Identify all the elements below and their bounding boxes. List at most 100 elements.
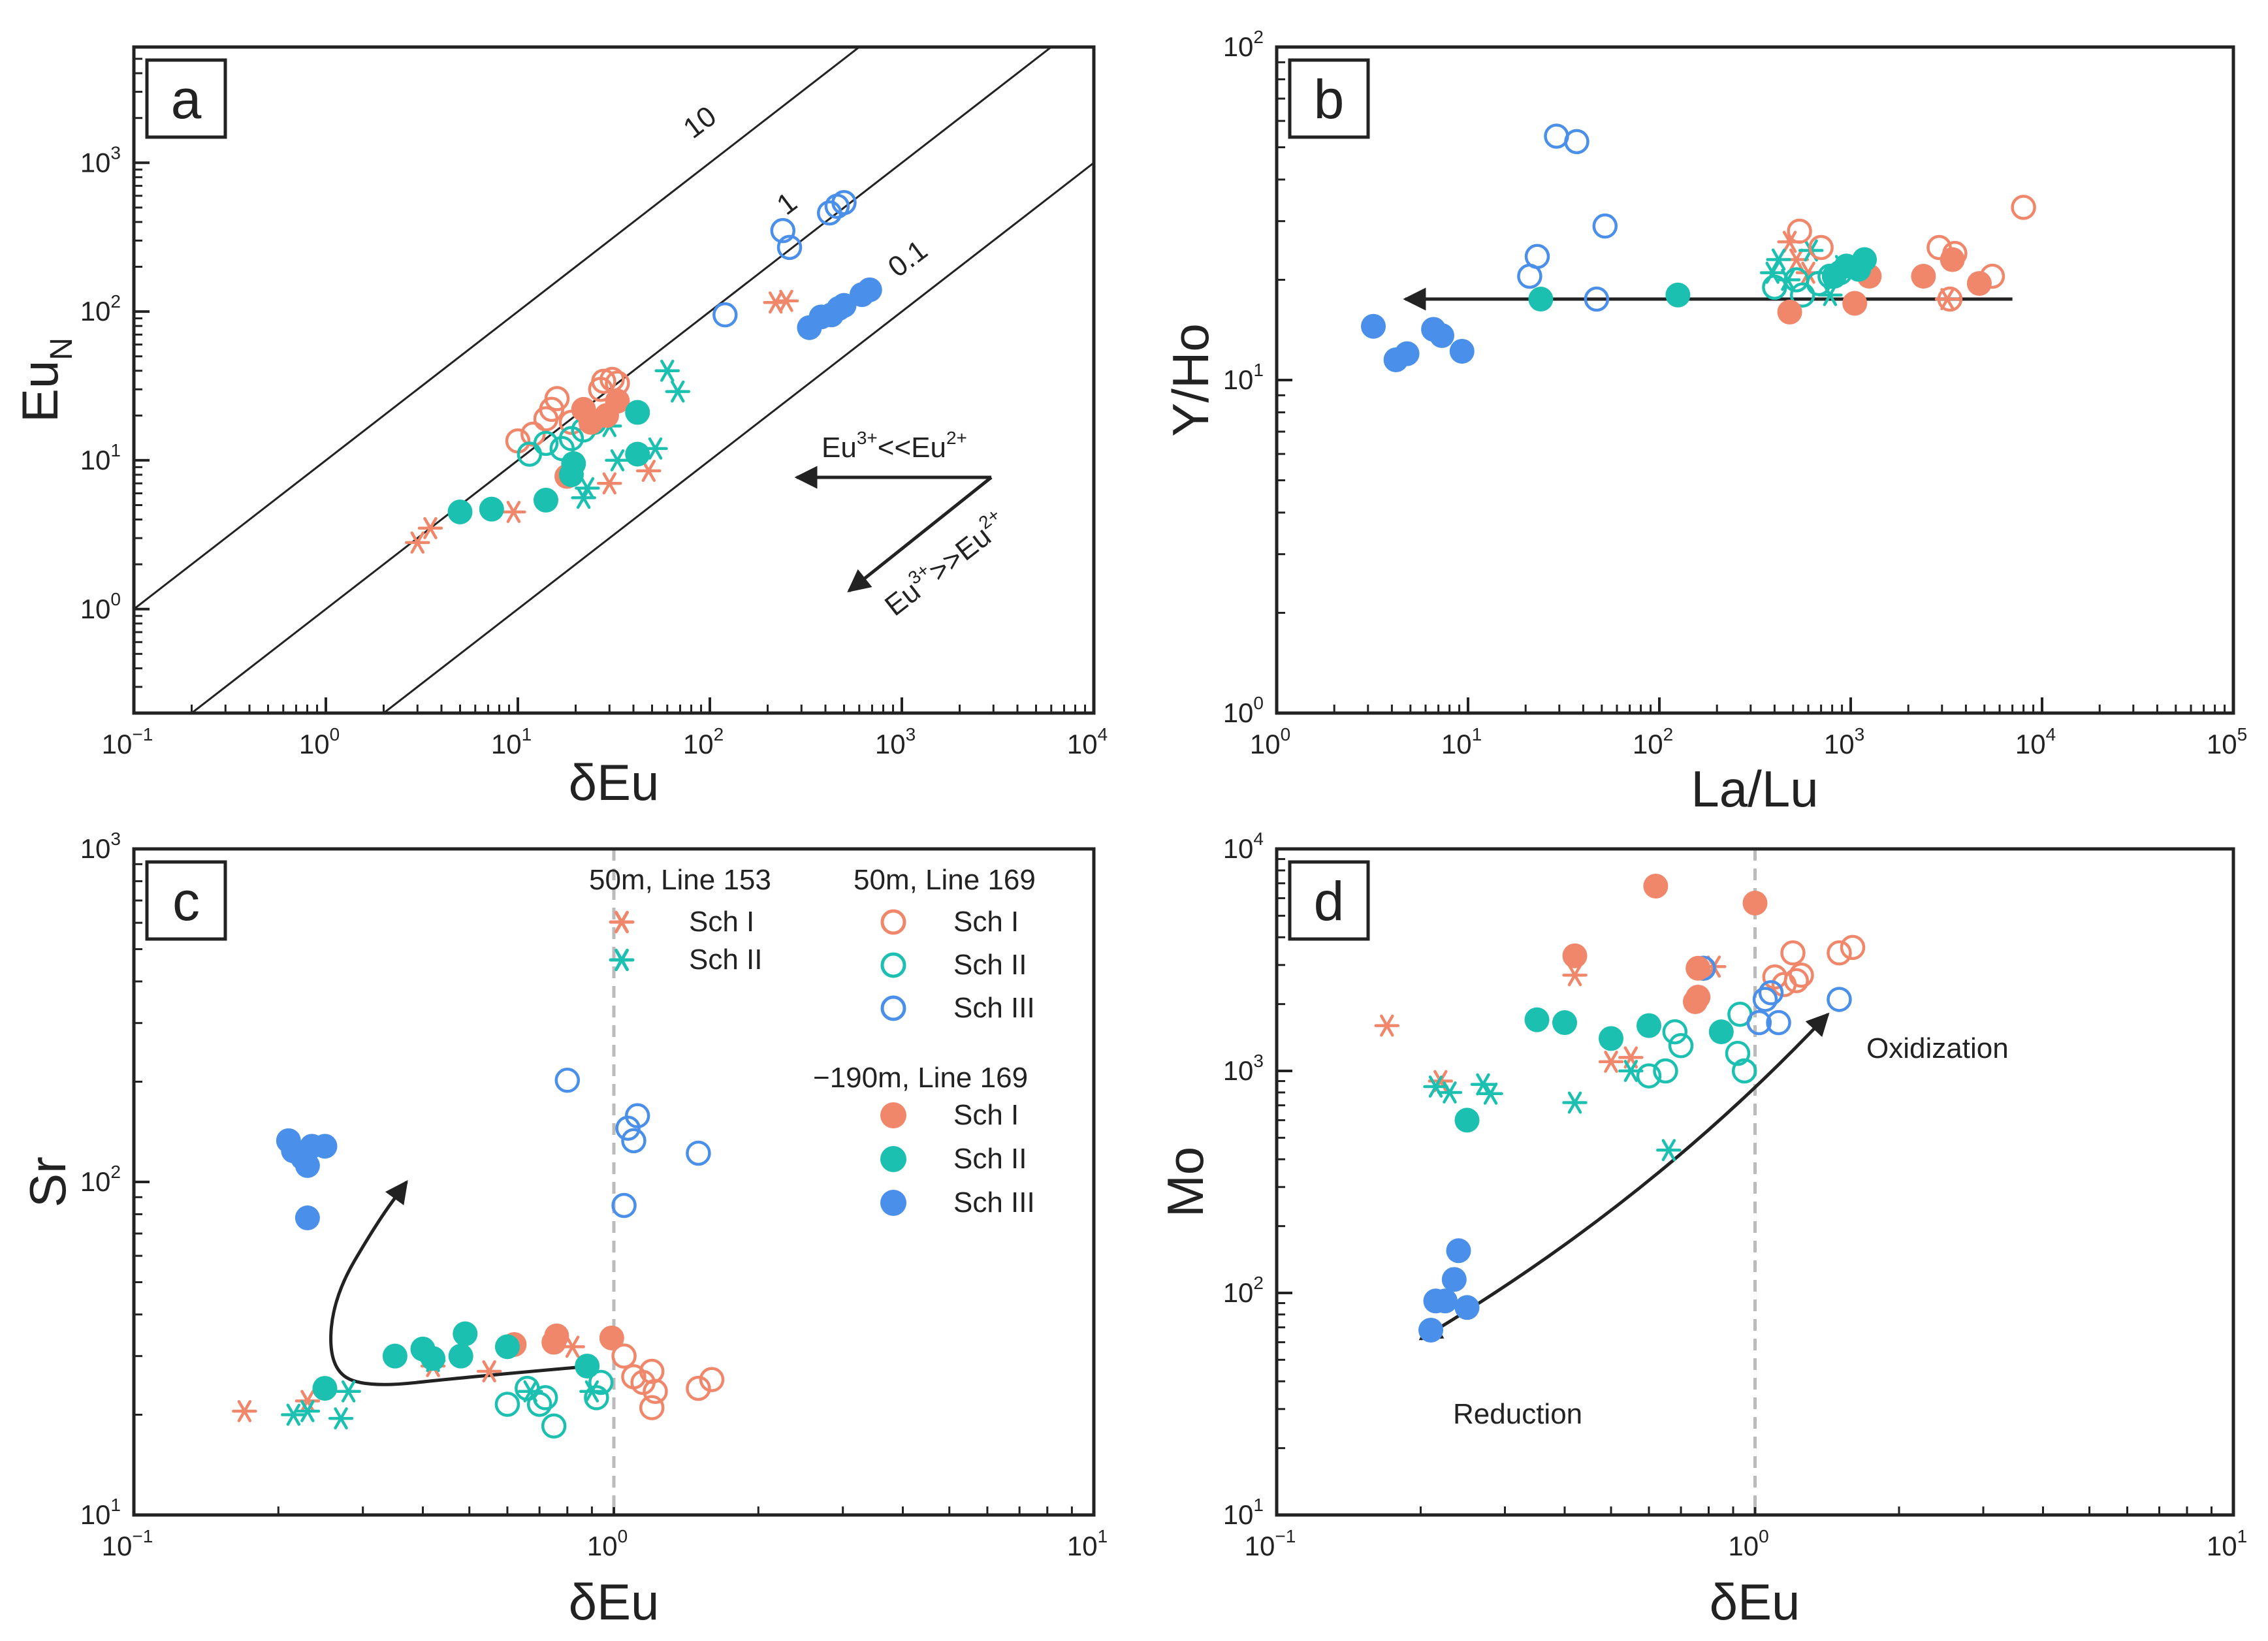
- data-point: [776, 234, 803, 261]
- data-point: [1636, 1013, 1661, 1038]
- data-point: [1665, 282, 1691, 308]
- panel-a: a δEu EuN Eu3+<<Eu2+ Eu3+>>Eu2+ 10−1 100 1…: [11, 45, 1108, 811]
- panel-b-xtick-label: 105: [2207, 724, 2247, 759]
- panel-d-label: d: [1314, 870, 1345, 932]
- data-point: [281, 1403, 306, 1426]
- data-point: [328, 1407, 354, 1430]
- panel-b-label-box: [1288, 58, 1370, 139]
- data-point: [405, 531, 430, 554]
- ratio-line-10: [134, 47, 861, 610]
- data-point: [1777, 299, 1802, 325]
- data-point: [541, 1413, 567, 1439]
- data-point: [1783, 968, 1810, 994]
- svg-text:EuN: EuN: [11, 338, 79, 422]
- data-point: [1780, 940, 1806, 966]
- data-point: [479, 496, 504, 522]
- data-point: [1562, 1091, 1588, 1114]
- panel-c-trend-curve: [329, 1180, 592, 1386]
- panel-c-xtick-label: 10−1: [102, 1526, 153, 1561]
- data-point: [1643, 873, 1669, 899]
- panel-d-ytick-label: 101: [1223, 1495, 1264, 1530]
- panel-d-series-1: [1423, 1060, 1682, 1162]
- panel-d-ytick-label: 102: [1223, 1273, 1264, 1308]
- panel-b-xtick-label: 100: [1250, 724, 1290, 759]
- data-point: [831, 293, 857, 318]
- data-point: [1552, 1010, 1578, 1036]
- panel-d-xlabel: δEu: [1710, 1573, 1800, 1631]
- data-point: [1598, 1026, 1623, 1051]
- data-point: [1789, 282, 1815, 308]
- legend-g3-sch2-marker: [880, 1146, 906, 1172]
- oxidization-label: Oxidization: [1866, 1032, 2009, 1064]
- ratio-line-0.1: [382, 162, 1094, 713]
- data-point: [599, 1325, 624, 1350]
- panel-d-ytick-label: 103: [1223, 1051, 1264, 1086]
- panel-c-label: c: [172, 870, 200, 932]
- panel-b-label: b: [1314, 69, 1345, 130]
- data-point: [1524, 244, 1550, 270]
- data-point: [544, 386, 570, 411]
- panel-d: d δEu Mo Oxidization Reduction 10−1 100 10…: [1157, 829, 2247, 1631]
- data-point: [1564, 129, 1589, 155]
- panel-c-series-7: [276, 1128, 338, 1231]
- data-point: [520, 421, 546, 447]
- panel-a-xtick-label: 103: [875, 724, 916, 759]
- legend-group3-title: −190m, Line 169: [813, 1062, 1028, 1094]
- data-point: [1454, 1295, 1480, 1320]
- panel-b-marks: [1361, 123, 2036, 373]
- data-point: [1418, 1317, 1444, 1343]
- data-point: [624, 1103, 650, 1128]
- data-point: [1653, 1058, 1678, 1084]
- data-point: [1584, 286, 1610, 312]
- data-point: [1429, 323, 1454, 348]
- panel-a-ylabel: EuN: [11, 338, 79, 422]
- data-point: [1562, 964, 1588, 987]
- data-point: [447, 499, 473, 524]
- legend: 50m, Line 153 Sch I Sch II 50m, Line 169…: [589, 864, 1036, 1219]
- data-point: [579, 1380, 605, 1403]
- panel-c-xtick-label: 100: [587, 1526, 628, 1561]
- panel-b-ylabel: Y/Ho: [1162, 323, 1219, 436]
- data-point: [1636, 1063, 1662, 1089]
- data-point: [1441, 1267, 1467, 1292]
- data-point: [336, 1380, 361, 1403]
- panel-c: c δEu Sr 50m, Line 153 Sch I Sch II 50m,…: [19, 829, 1108, 1631]
- legend-g2-sch1: Sch I: [953, 906, 1019, 938]
- data-point: [1840, 934, 1866, 961]
- panel-c-series-2: [611, 1343, 725, 1420]
- data-point: [232, 1400, 257, 1422]
- data-point: [1662, 1019, 1688, 1045]
- data-point: [1787, 218, 1812, 244]
- data-point: [654, 359, 680, 382]
- panel-a-xtick-label: 100: [299, 724, 340, 759]
- data-point: [1470, 1073, 1496, 1096]
- panel-d-redox-arrow: [1418, 1012, 1830, 1341]
- panel-c-series-0: [232, 1335, 585, 1422]
- ratio-line-label-1: 1: [771, 186, 803, 221]
- panel-d-series-6: [1454, 1007, 1734, 1133]
- panel-b-ytick-label: 101: [1223, 360, 1264, 395]
- panel-a-series-5: [554, 389, 630, 489]
- data-point: [526, 1392, 552, 1417]
- panel-a-series-0: [405, 289, 799, 554]
- data-point: [295, 1153, 320, 1178]
- data-point: [1911, 264, 1936, 289]
- panel-b-decor: [1275, 46, 2235, 714]
- data-point: [312, 1376, 338, 1401]
- panel-d-series-2: [1762, 934, 1866, 997]
- panel-b-xlabel: La/Lu: [1691, 760, 1818, 818]
- legend-g2-sch2: Sch II: [953, 949, 1027, 981]
- data-point: [1361, 313, 1386, 339]
- panel-a-label: a: [171, 69, 202, 130]
- data-point: [611, 1192, 637, 1219]
- data-point: [1940, 247, 1965, 272]
- panel-b-xtick-label: 101: [1441, 724, 1482, 759]
- panel-b-series-6: [1528, 247, 1877, 312]
- data-point: [1752, 987, 1778, 1012]
- data-point: [417, 517, 443, 539]
- data-point: [501, 500, 526, 523]
- panel-a-label-box: [145, 58, 227, 139]
- panel-b: b La/Lu Y/Ho 100 101 102 103 104 105 100 101 102: [1162, 27, 2247, 818]
- data-point: [1766, 248, 1791, 271]
